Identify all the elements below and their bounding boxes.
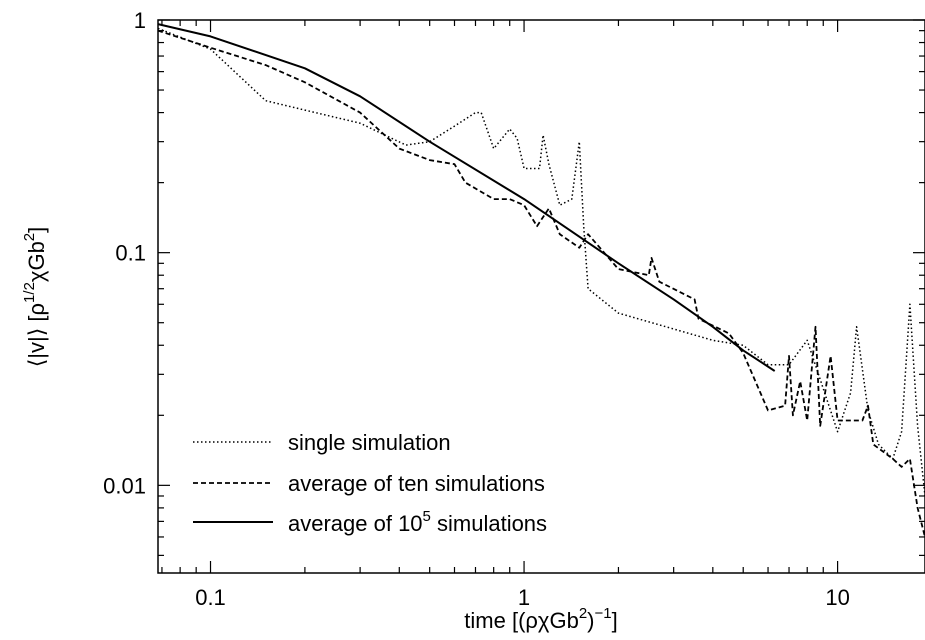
series-single-simulation — [157, 27, 925, 497]
x-tick-label: 0.1 — [195, 585, 226, 610]
x-axis-label: time [(ρχGb2)−1] — [464, 605, 617, 633]
x-tick-label: 10 — [825, 585, 849, 610]
series-layer — [157, 23, 925, 538]
y-axis-label: ⟨|v|⟩ [ρ1/2χGb2] — [21, 227, 49, 368]
series-average-many — [157, 23, 776, 372]
plot-frame — [157, 19, 925, 574]
legend-label-single: single simulation — [288, 430, 451, 455]
y-tick-label: 1 — [134, 8, 146, 33]
y-tick-label: 0.1 — [115, 241, 146, 266]
legend-label-ten: average of ten simulations — [288, 471, 545, 496]
y-axis-ticks: 0.01 0.1 1 — [103, 8, 925, 556]
legend-label-many: average of 105 simulations — [288, 508, 547, 536]
y-tick-label: 0.01 — [103, 473, 146, 498]
x-axis-ticks: 0.1 1 10 — [161, 20, 850, 610]
series-average-ten — [157, 29, 925, 538]
legend: single simulation average of ten simulat… — [193, 430, 547, 536]
x-tick-label: 1 — [518, 585, 530, 610]
